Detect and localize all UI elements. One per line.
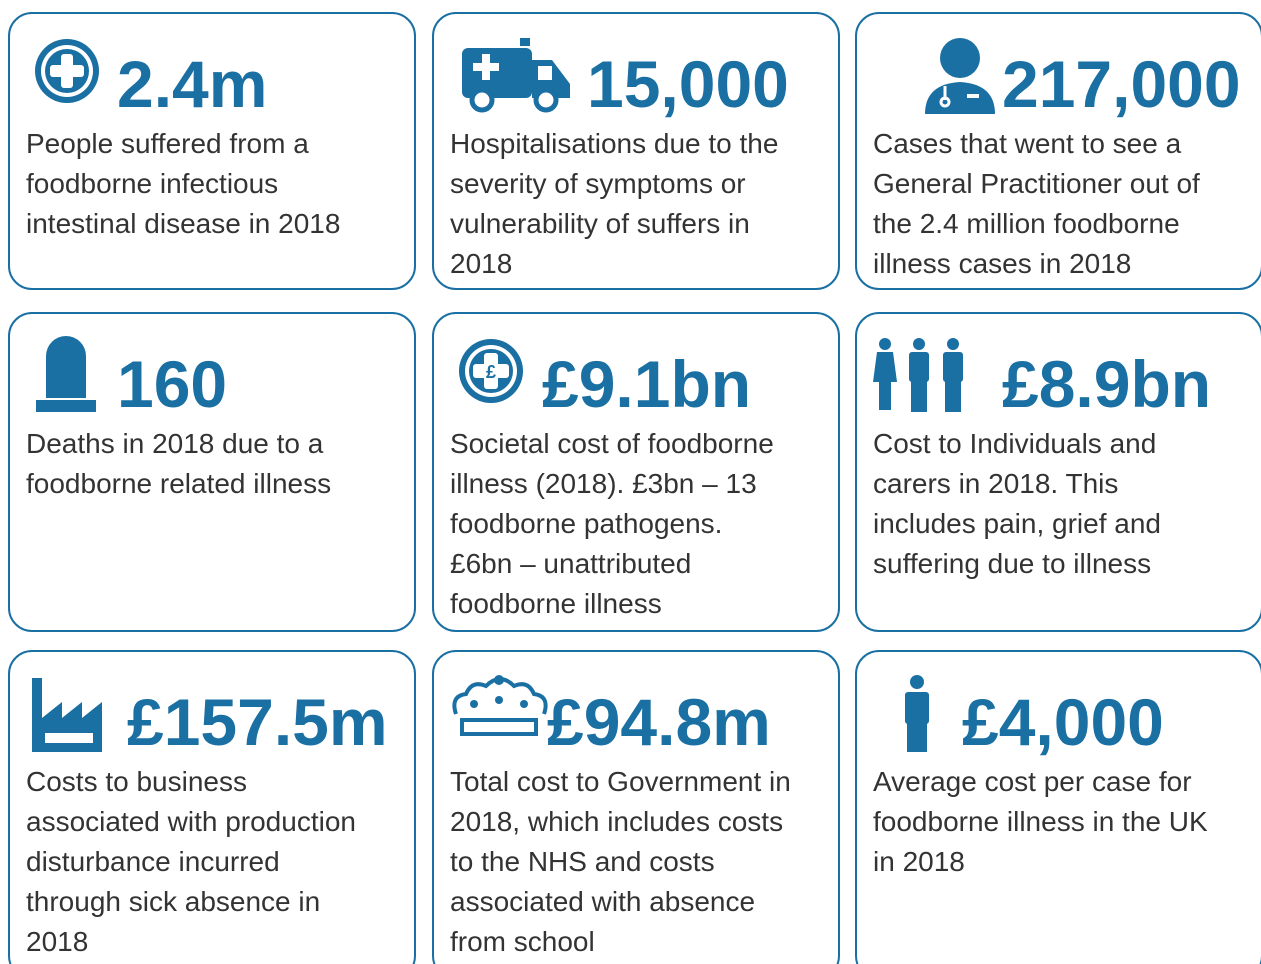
stat-card: £157.5m Costs to business associated with … bbox=[8, 650, 416, 964]
stat-value: £94.8m bbox=[547, 685, 771, 759]
stat-card: 160 Deaths in 2018 due to a foodborne rela… bbox=[8, 312, 416, 632]
stat-card: 217,000 Cases that went to see a General P… bbox=[855, 12, 1261, 290]
description-line: Societal cost of foodborne bbox=[450, 428, 774, 459]
description-line: People suffered from a bbox=[26, 128, 309, 159]
stat-value: £8.9bn bbox=[1002, 347, 1212, 421]
icon bbox=[905, 675, 929, 752]
stat-value: £9.1bn bbox=[542, 347, 752, 421]
stat-value: 160 bbox=[117, 347, 228, 421]
description-line: foodborne infectious bbox=[26, 168, 279, 199]
icon bbox=[35, 39, 99, 103]
description-line: 2018, which includes costs bbox=[450, 806, 784, 837]
icon: £ bbox=[459, 339, 523, 403]
description-line: includes pain, grief and bbox=[873, 508, 1161, 539]
stat-card: £4,000 Average cost per case for foodborne… bbox=[855, 650, 1261, 964]
icon bbox=[873, 338, 963, 412]
stat-card: 2.4m People suffered from a foodborne infe… bbox=[8, 12, 416, 290]
stat-card: £8.9bn Cost to Individuals and carers in 2… bbox=[855, 312, 1261, 632]
description-line: Average cost per case for bbox=[873, 766, 1192, 797]
description-line: through sick absence in bbox=[26, 886, 321, 917]
description-line: in 2018 bbox=[873, 846, 965, 877]
stat-card: 15,000 Hospitalisations due to the severit… bbox=[432, 12, 840, 290]
description-line: foodborne illness in the UK bbox=[873, 806, 1208, 837]
description-line: foodborne related illness bbox=[26, 468, 332, 499]
description-line: disturbance incurred bbox=[26, 846, 280, 877]
description-line: Total cost to Government in bbox=[450, 766, 791, 797]
icon bbox=[32, 678, 102, 752]
description-line: Hospitalisations due to the bbox=[450, 128, 779, 159]
description-line: foodborne pathogens. bbox=[450, 508, 723, 539]
description-line: carers in 2018. This bbox=[873, 468, 1119, 499]
description-line: £6bn – unattributed bbox=[450, 548, 692, 579]
description-line: 2018 bbox=[26, 926, 89, 957]
description-line: 2018 bbox=[450, 248, 513, 279]
description-line: severity of symptoms or bbox=[450, 168, 746, 199]
stat-value: 217,000 bbox=[1002, 47, 1241, 121]
description-line: intestinal disease in 2018 bbox=[26, 208, 341, 239]
description-line: vulnerability of suffers in bbox=[450, 208, 750, 239]
description-line: General Practitioner out of bbox=[873, 168, 1200, 199]
icon bbox=[36, 336, 96, 412]
description-line: Deaths in 2018 due to a bbox=[26, 428, 324, 459]
description-line: Costs to business bbox=[26, 766, 247, 797]
description-line: illness (2018). £3bn – 13 bbox=[450, 468, 757, 499]
description-line: illness cases in 2018 bbox=[873, 248, 1132, 279]
description-line: the 2.4 million foodborne bbox=[873, 208, 1180, 239]
description-line: to the NHS and costs bbox=[450, 846, 715, 877]
stat-value: £157.5m bbox=[127, 685, 388, 759]
stat-value: 2.4m bbox=[117, 47, 268, 121]
icon bbox=[452, 675, 548, 736]
stat-value: 15,000 bbox=[587, 47, 789, 121]
stat-card: £ £9.1bn Societal cost of foodborne illness… bbox=[432, 312, 840, 632]
description-line: suffering due to illness bbox=[873, 548, 1152, 579]
icon bbox=[462, 38, 570, 113]
icon bbox=[925, 38, 995, 114]
description-line: from school bbox=[450, 926, 595, 957]
description-line: foodborne illness bbox=[450, 588, 662, 619]
stat-value: £4,000 bbox=[962, 685, 1164, 759]
svg-text:£: £ bbox=[486, 362, 496, 382]
description-line: associated with absence bbox=[450, 886, 756, 917]
stat-card: £94.8m Total cost to Government in 2018, w… bbox=[432, 650, 840, 964]
description-line: associated with production bbox=[26, 806, 356, 837]
description-line: Cost to Individuals and bbox=[873, 428, 1157, 459]
description-line: Cases that went to see a bbox=[873, 128, 1182, 159]
